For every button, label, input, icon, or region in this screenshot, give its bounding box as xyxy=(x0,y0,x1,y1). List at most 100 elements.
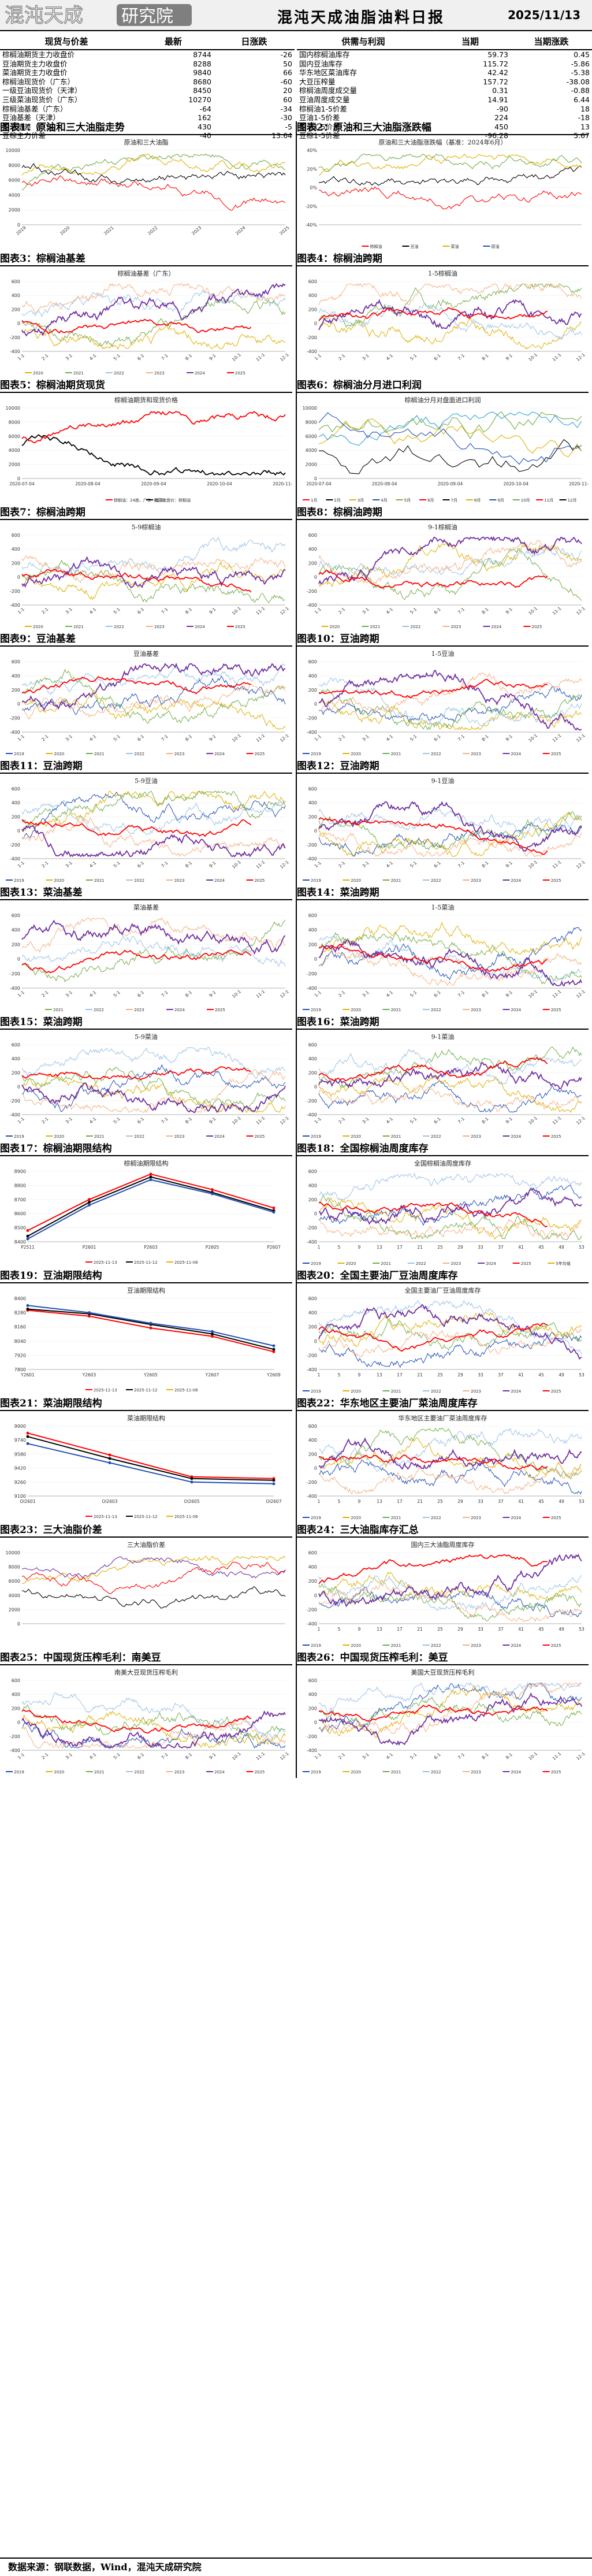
data-point xyxy=(26,1307,29,1311)
x-tick-label: 2-1 xyxy=(40,353,49,362)
figure-label: 图表2：原油和三大油脂涨跌幅 xyxy=(297,121,589,135)
chart-legend: 2019 2020 2021 2022 2023 2024 2025 xyxy=(303,1134,561,1139)
table-row: 豆油1-5价差 224 -18 xyxy=(297,113,592,123)
figure-panel: 图表1：原油和三大油脂走势 原油和三大油脂 0 2000 4000 6000 8000 100… xyxy=(0,121,292,251)
x-tick-label: 1 xyxy=(318,1627,321,1632)
y-tick-label: 600 xyxy=(12,279,20,284)
chart-legend: 1月 2月 3月 4月 5月 6月 7月 8月 9月 10月 11月 12月 xyxy=(303,498,577,503)
cell-value: 0.31 xyxy=(492,86,508,95)
series-line xyxy=(21,1067,286,1110)
x-tick-label: 4-1 xyxy=(88,860,97,869)
data-point xyxy=(149,1175,152,1179)
x-tick-label: 8-1 xyxy=(184,353,193,362)
legend-label: 2023 xyxy=(471,1770,481,1775)
series-line xyxy=(21,1561,286,1594)
x-tick-label: 29 xyxy=(457,1627,463,1632)
column-divider xyxy=(296,1651,297,1778)
series-line xyxy=(318,418,582,458)
series-line xyxy=(318,411,582,439)
legend-label: 2025 xyxy=(235,625,245,629)
legend-label: 2020 xyxy=(351,1008,361,1012)
data-point xyxy=(211,1330,214,1333)
series-line xyxy=(21,1718,286,1749)
figure-label: 图表23：三大油脂价差 xyxy=(0,1524,292,1538)
series-line xyxy=(27,1173,274,1231)
x-tick-label: 7-1 xyxy=(161,860,169,869)
cell-value: 14.91 xyxy=(487,95,508,104)
row-label: 豆棕主力价差 xyxy=(2,131,46,140)
x-tick-label: 8-1 xyxy=(184,607,193,615)
row-label: 豆油基差（天津） xyxy=(2,113,61,123)
chart-axes: 8400 8500 8600 8700 8800 8900 P2511 P2601 P2603 P… xyxy=(14,1169,281,1250)
chart-title: 5-9菜油 xyxy=(135,1033,158,1041)
legend-label: 12月 xyxy=(568,498,577,503)
row-label: 菜油基差（广东） xyxy=(2,122,61,131)
figure-label: 图表8：棕榈油跨期 xyxy=(297,506,589,520)
x-tick-label: 6-1 xyxy=(136,990,145,999)
column-divider xyxy=(296,506,297,633)
x-tick-label: Y2601 xyxy=(20,1372,35,1378)
x-tick-label: 9 xyxy=(358,1499,361,1504)
y-tick-label: 200 xyxy=(12,1070,20,1075)
chart: 豆油期限结构 7800 7920 8040 8160 8280 8400 Y2601 Y2603… xyxy=(14,1286,281,1393)
cell-value: 42.42 xyxy=(487,68,508,77)
figure-panel: 图表3：棕榈油基差 棕榈油基差（广东） -400 -200 0 200 400 600 1-1 2… xyxy=(0,253,292,378)
cell-value: 0.45 xyxy=(574,50,590,59)
y-tick-label: 200 xyxy=(12,942,20,947)
data-point xyxy=(211,1332,214,1335)
legend-label: 2021 xyxy=(381,1261,391,1266)
x-tick-label: 37 xyxy=(498,1372,504,1378)
row-label: 一级豆油现货价（天津） xyxy=(2,86,82,95)
x-tick-label: 11-1 xyxy=(552,859,563,870)
legend-label: 2019 xyxy=(14,752,24,756)
x-tick-label: 37 xyxy=(498,1499,504,1504)
x-tick-label: 12-1 xyxy=(575,1115,586,1126)
y-tick-label: -400 xyxy=(307,1367,317,1372)
legend-label: 8月 xyxy=(474,498,481,503)
series-line xyxy=(318,570,548,589)
y-tick-label: 200 xyxy=(12,561,20,566)
x-tick-label: 12-1 xyxy=(575,1751,586,1761)
x-tick-label: 3-1 xyxy=(65,860,73,869)
chart-legend: 2020 2021 2022 2023 2024 2025 xyxy=(321,625,542,629)
y-tick-label: 20% xyxy=(307,166,317,172)
y-tick-label: 600 xyxy=(308,1678,317,1683)
series-line xyxy=(318,1427,582,1480)
series-line xyxy=(318,283,582,306)
x-tick-label: 9-1 xyxy=(208,353,217,362)
series-line xyxy=(318,948,582,986)
legend-label: 2月 xyxy=(334,498,340,503)
x-tick-label: 1 xyxy=(318,1245,321,1250)
legend-label: 6月 xyxy=(427,498,434,503)
series-line xyxy=(318,1332,582,1368)
table-row: 菜油1-5价差 450 13 xyxy=(297,123,592,132)
y-tick-label: -200 xyxy=(10,842,20,848)
x-tick-label: 3-1 xyxy=(65,353,73,362)
table-row: 棕榈油现货价（广东） 8680 -60 xyxy=(0,77,295,87)
row-label: 豆棕1-5价差 xyxy=(299,131,340,140)
y-tick-label: 400 xyxy=(308,1692,317,1697)
cell-value: 8680 xyxy=(193,77,211,86)
y-tick-label: -200 xyxy=(10,1734,20,1739)
series-line xyxy=(318,1704,548,1722)
series-line xyxy=(318,1587,582,1618)
column-divider xyxy=(296,1524,297,1651)
table-row: 豆棕主力价差 -40 13.64 xyxy=(0,131,295,140)
x-tick-label: 9-1 xyxy=(208,990,217,999)
x-tick-label: 7-1 xyxy=(457,860,466,869)
legend-label: 期货收盘价：棕榈油 xyxy=(154,498,191,503)
column-header: 当期 xyxy=(430,34,511,50)
y-tick-label: -200 xyxy=(307,1353,317,1358)
x-tick-label: 25 xyxy=(437,1627,443,1632)
row-label: 菜油1-5价差 xyxy=(299,122,340,131)
cell-value: 50 xyxy=(283,59,292,68)
legend-label: 2021 xyxy=(391,1516,401,1520)
chart-axes: 7800 7920 8040 8160 8280 8400 Y2601 Y2603 Y2605 Y… xyxy=(14,1296,281,1378)
x-tick-label: 2-1 xyxy=(40,860,49,869)
y-tick-label: -400 xyxy=(10,856,20,862)
